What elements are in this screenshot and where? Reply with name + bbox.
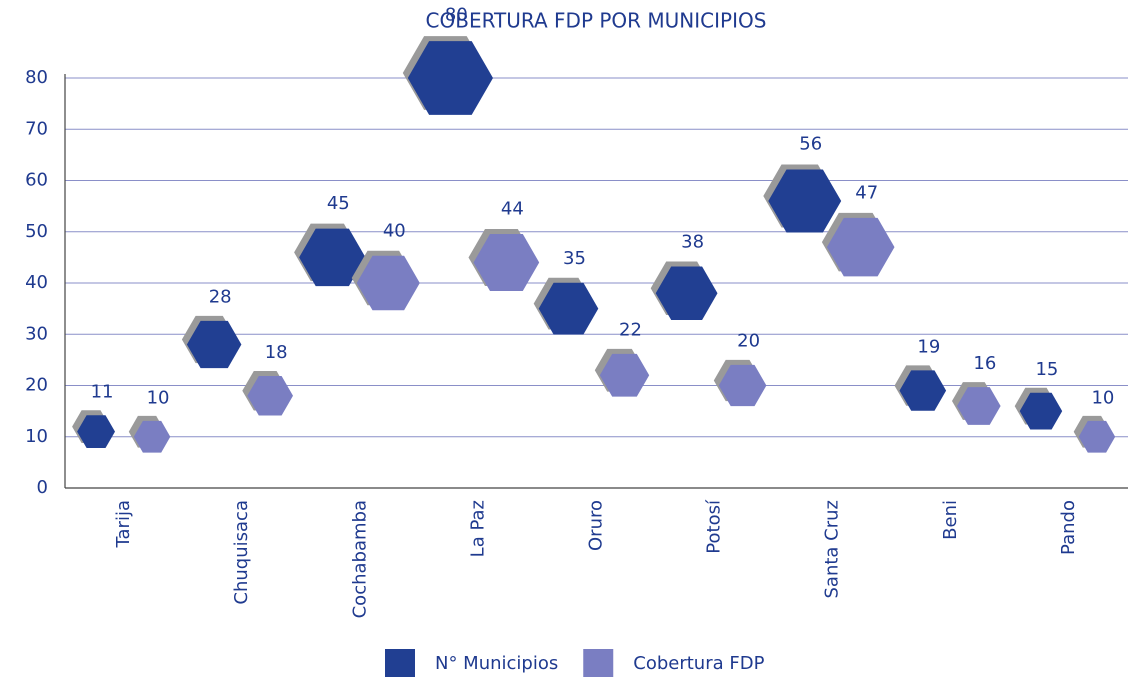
y-tick-label: 50 [25, 221, 48, 242]
hexagon [299, 228, 366, 287]
hexagon [768, 169, 842, 233]
x-tick-label: Oruro [586, 500, 607, 551]
hexagon [718, 364, 767, 407]
x-tick-label: Pando [1058, 500, 1079, 555]
data-label: 56 [799, 134, 822, 155]
hexagon [407, 41, 493, 115]
hexagon [957, 387, 1001, 425]
legend-label: N° Municipios [435, 653, 558, 674]
data-label: 10 [147, 387, 170, 408]
data-label: 15 [1035, 359, 1058, 380]
chart-title: COBERTURA FDP POR MUNICIPIOS [426, 9, 767, 33]
y-tick-label: 10 [25, 426, 48, 447]
x-tick-label: Potosí [704, 499, 725, 554]
hexagon [599, 353, 650, 397]
legend-label: Cobertura FDP [633, 653, 764, 674]
data-label: 35 [563, 248, 586, 269]
y-tick-label: 30 [25, 323, 48, 344]
y-tick-label: 70 [25, 118, 48, 139]
data-label: 18 [265, 342, 288, 363]
data-label: 28 [209, 286, 232, 307]
data-label: 38 [681, 231, 704, 252]
hexagon [1078, 420, 1116, 453]
hexagon [133, 420, 171, 453]
data-label: 80 [445, 4, 468, 25]
y-tick-label: 0 [37, 477, 48, 498]
hexagon [186, 320, 242, 369]
y-tick-label: 80 [25, 67, 48, 88]
hexagon [538, 282, 599, 335]
data-label: 20 [737, 331, 760, 352]
data-label: 19 [917, 336, 940, 357]
data-label: 22 [619, 320, 642, 341]
x-tick-label: Tarija [113, 500, 134, 548]
data-label: 16 [973, 353, 996, 374]
data-label: 11 [91, 382, 114, 403]
data-label: 47 [855, 182, 878, 203]
hexagon [247, 376, 293, 416]
hexagon [1019, 392, 1063, 430]
legend-swatch [583, 649, 614, 677]
y-tick-label: 60 [25, 170, 48, 191]
x-tick-label: Beni [940, 500, 961, 540]
data-label: 44 [501, 199, 524, 220]
data-label: 10 [1091, 387, 1114, 408]
y-tick-label: 20 [25, 375, 48, 396]
data-label: 40 [383, 220, 406, 241]
data-label: 45 [327, 193, 350, 214]
legend-swatch [385, 649, 415, 677]
x-tick-label: Cochabamba [349, 500, 370, 618]
hexagon [77, 415, 115, 448]
x-tick-label: Chuquisaca [231, 500, 252, 605]
hexagon [899, 370, 947, 411]
x-tick-label: Santa Cruz [822, 500, 843, 599]
x-tick-label: La Paz [467, 500, 488, 557]
hexagon [473, 234, 540, 291]
hexagon [826, 217, 895, 277]
y-tick-label: 40 [25, 272, 48, 293]
hexagon [356, 255, 420, 311]
hexagon [655, 266, 718, 320]
